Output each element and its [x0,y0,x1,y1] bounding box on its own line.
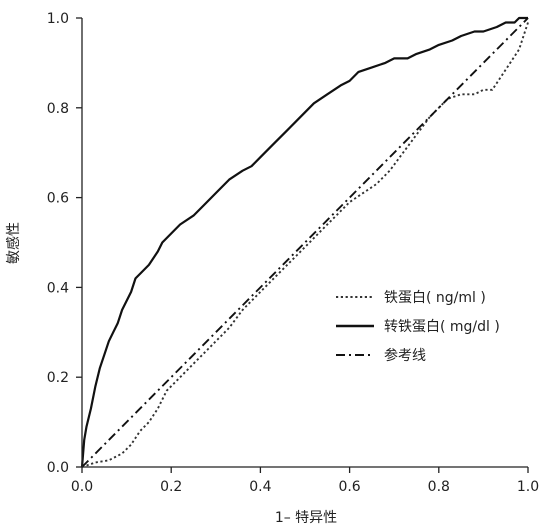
x-tick-label: 0.6 [338,479,360,495]
x-tick-label: 1.0 [517,479,539,495]
y-tick-label: 0.0 [47,460,69,476]
plot-lines [80,16,529,468]
y-tick-label: 0.6 [47,191,69,207]
x-tick-label: 0.4 [249,479,271,495]
legend-label: 参考线 [384,347,426,364]
y-tick-label: 0.2 [47,370,69,386]
x-tick-label: 0.8 [428,479,450,495]
y-tick-label: 1.0 [47,11,69,27]
y-axis-title: 敏感性 [5,222,22,264]
series-line-0 [81,22,529,468]
y-tick-label: 0.8 [47,101,69,117]
x-tick-label: 0.2 [160,479,182,495]
legend-label: 转铁蛋白( mg/dl ) [384,319,500,335]
ticks: 0.0 0.2 0.4 0.6 0.8 1.0 0.0 0.2 0.4 0.6 0.8 1.0 [47,11,539,495]
legend: 铁蛋白( ng/ml ) 转铁蛋白( mg/dl ) 参考线 [336,290,500,364]
y-tick-label: 0.4 [47,280,69,296]
axes [81,18,528,468]
x-axis-title: 1– 特异性 [275,510,337,526]
series-line-2 [81,17,529,468]
x-tick-label: 0.0 [71,479,93,495]
series-line-1 [80,16,528,468]
legend-label: 铁蛋白( ng/ml ) [384,290,486,306]
